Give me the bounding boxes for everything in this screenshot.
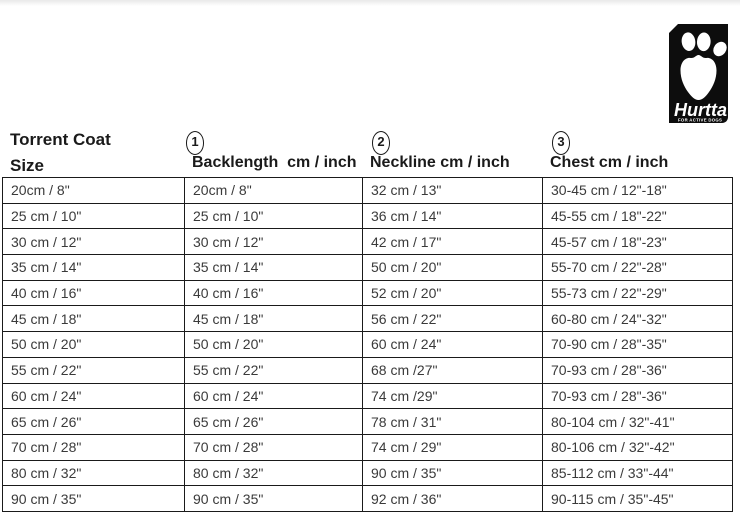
svg-text:FOR ACTIVE DOGS: FOR ACTIVE DOGS xyxy=(678,118,722,123)
